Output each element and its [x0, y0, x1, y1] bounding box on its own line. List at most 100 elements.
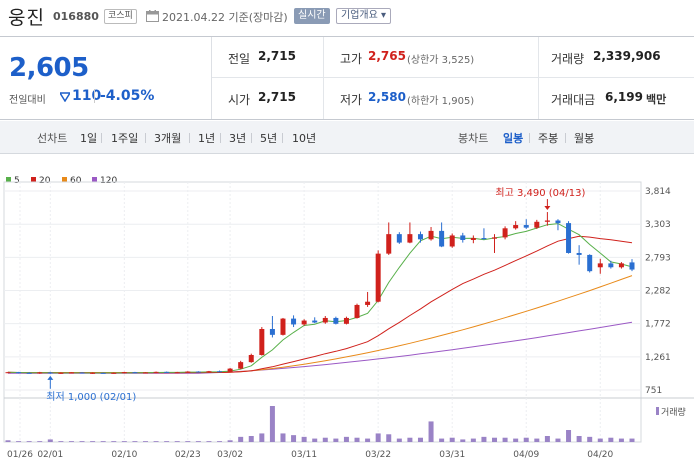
- period-5y[interactable]: 5년: [260, 132, 278, 145]
- candle-body: [153, 371, 159, 373]
- volume-bar: [26, 441, 32, 442]
- amount-label: 거래대금: [551, 93, 596, 107]
- y-tick-label: 1,772: [645, 320, 671, 330]
- volume-bar: [629, 438, 635, 442]
- volume-bar: [238, 436, 244, 442]
- open-cell: 시가 2,715: [212, 78, 324, 119]
- line-chart-label: 선차트: [37, 132, 68, 145]
- candle-body: [534, 221, 540, 228]
- period-1y[interactable]: 1년: [198, 132, 216, 145]
- candle-body: [629, 262, 635, 270]
- volume-bar: [333, 438, 339, 442]
- period-1w[interactable]: 1주일: [111, 132, 139, 145]
- candle-monthly[interactable]: 월봉: [574, 132, 595, 145]
- low-arrow-head: [47, 375, 54, 380]
- volume-cell: 거래량 2,339,906: [539, 37, 694, 78]
- stock-chart[interactable]: 751 1,261 1,772 2,282 2,793 3,303 3,814 01/26 02…: [0, 154, 694, 466]
- volume-bar: [365, 438, 371, 442]
- candle-body: [481, 238, 487, 240]
- legend-ma5: 5: [6, 176, 20, 186]
- volume-bar: [100, 441, 106, 442]
- volume-bar: [407, 437, 413, 442]
- high-cell: 고가 2,765 (상한가 3,525): [324, 37, 539, 78]
- candle-body: [608, 263, 614, 268]
- period-3y[interactable]: 3년: [229, 132, 247, 145]
- candle-body: [354, 304, 360, 318]
- candle-daily[interactable]: 일봉: [503, 132, 524, 145]
- volume-bar: [5, 440, 11, 442]
- volume-legend-swatch: [656, 407, 659, 415]
- volume-bar: [428, 421, 434, 442]
- legend-ma20: 20: [31, 176, 50, 186]
- high-value: 2,765: [368, 49, 406, 63]
- candle-body: [618, 263, 624, 268]
- candle-body: [238, 362, 244, 369]
- period-3m[interactable]: 3개월: [154, 132, 182, 145]
- volume-bar: [470, 438, 476, 442]
- quote-panel: 2,605 전일대비 110 -4.05% 전일 2,715 고가 2,765 …: [0, 36, 694, 120]
- volume-bar: [132, 441, 138, 442]
- candle-body: [68, 372, 74, 374]
- period-10y[interactable]: 10년: [292, 132, 317, 145]
- candle-body: [164, 371, 170, 373]
- y-tick-label: 3,303: [645, 220, 671, 230]
- candle-chart-label: 봉차트: [458, 132, 489, 145]
- volume-bar: [576, 436, 582, 442]
- volume-bar: [185, 441, 191, 442]
- candle-body: [58, 372, 64, 374]
- candle-body: [195, 371, 201, 373]
- volume-bar: [555, 438, 561, 442]
- volume-bar: [396, 438, 402, 442]
- volume-bar: [37, 441, 43, 442]
- y-tick-label: 2,793: [645, 253, 671, 263]
- volume-legend: 거래량: [661, 406, 686, 418]
- volume-bar: [460, 439, 466, 442]
- prev-close-value: 2,715: [258, 49, 296, 63]
- volume-bar: [534, 438, 540, 442]
- x-tick-label: 04/20: [587, 450, 613, 460]
- candle-body: [322, 317, 328, 323]
- candle-body: [597, 263, 603, 268]
- candle-body: [460, 235, 466, 240]
- candle-weekly[interactable]: 주봉: [538, 132, 559, 145]
- volume-bar: [481, 436, 487, 442]
- volume-bar: [502, 437, 508, 442]
- candle-body: [185, 371, 191, 373]
- candle-body: [333, 317, 339, 324]
- y-tick-label: 3,814: [645, 187, 671, 197]
- candle-body: [217, 371, 223, 373]
- volume-bar: [597, 438, 603, 442]
- down-triangle-icon: [60, 92, 70, 102]
- volume-bar: [291, 435, 297, 442]
- company-overview-dropdown[interactable]: 기업개요 ▾: [336, 8, 391, 24]
- volume-bar: [608, 437, 614, 442]
- candle-body: [492, 237, 498, 239]
- amount-cell: 거래대금 6,199 백만: [539, 78, 694, 119]
- candle-body: [47, 372, 53, 374]
- volume-value: 2,339,906: [593, 49, 661, 63]
- realtime-button[interactable]: 실시간: [294, 8, 330, 24]
- candle-body: [174, 372, 180, 374]
- period-1d[interactable]: 1일: [80, 132, 98, 145]
- candle-body: [417, 234, 423, 240]
- volume-bar: [79, 441, 85, 442]
- candle-body: [301, 320, 307, 325]
- volume-bar: [343, 436, 349, 442]
- stock-name: 웅진: [8, 7, 45, 29]
- volume-bar: [174, 441, 180, 442]
- candle-body: [79, 372, 85, 374]
- y-tick-label: 1,261: [645, 353, 671, 363]
- candle-body: [544, 220, 550, 222]
- high-arrow-head: [544, 206, 551, 211]
- volume-bar: [269, 406, 275, 442]
- candle-body: [111, 372, 117, 374]
- low-annotation: 최저 1,000 (02/01): [46, 391, 136, 403]
- volume-bar: [523, 437, 529, 442]
- volume-bar: [439, 438, 445, 442]
- volume-bar: [544, 436, 550, 442]
- volume-bar: [312, 438, 318, 442]
- volume-bar: [68, 441, 74, 442]
- change-label: 전일대비: [9, 95, 46, 106]
- x-tick-label: 01/26: [7, 450, 33, 460]
- change-divider: [94, 89, 95, 103]
